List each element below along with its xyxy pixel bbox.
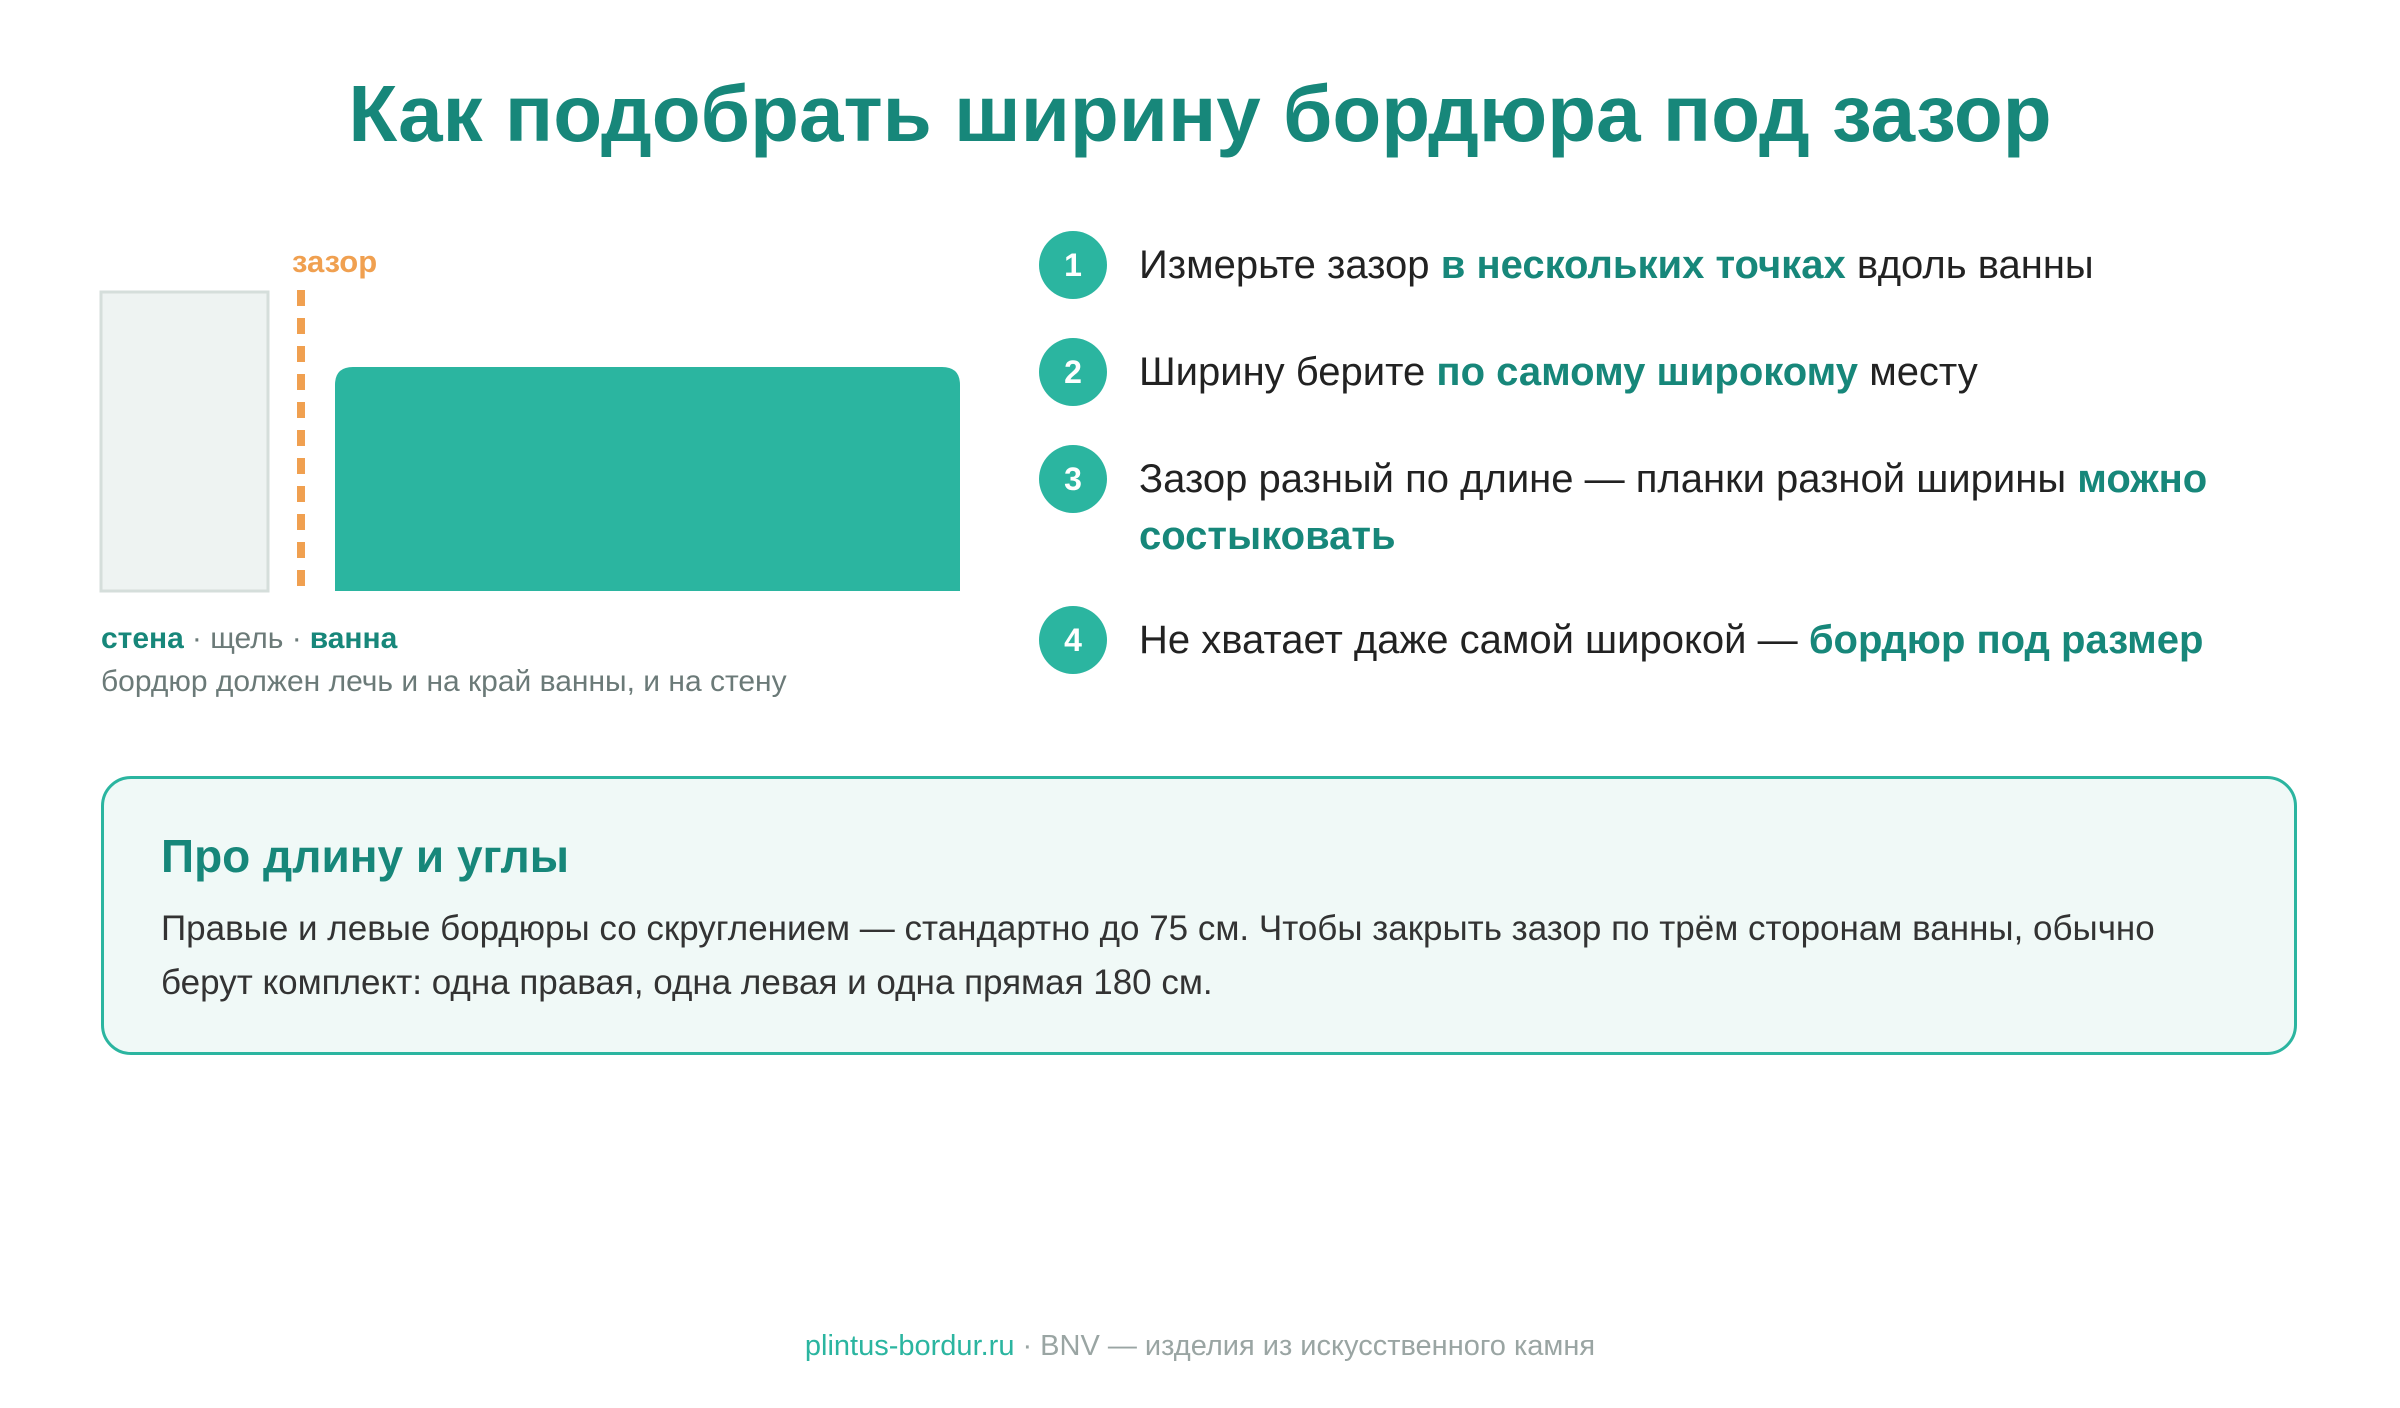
label: стена (101, 622, 184, 655)
footer-site: plintus-bordur.ru (804, 1330, 1015, 1362)
diagram (99, 290, 960, 593)
title: Как подобрать ширину бордюра под зазор (348, 69, 2052, 158)
gap-label: зазор (292, 244, 378, 279)
step-number: 4 (1039, 606, 1107, 674)
step-number: 2 (1039, 338, 1107, 406)
step-emph: можно состыковать (1139, 457, 2208, 558)
footer-text: · BNV — изделия из искусственного камня (1022, 1330, 1596, 1362)
note-text: Правые и левые бордюры со скруглением — … (161, 909, 2155, 1002)
step-after: вдоль ванны (1856, 243, 2094, 287)
bathtub (335, 367, 960, 591)
step-text: Не хватает даже самой широкой — бордюр по… (1139, 612, 2319, 669)
step-number: 1 (1039, 231, 1107, 299)
label: · щель · (191, 622, 302, 655)
step-text: Зазор разный по длине — планки разной ши… (1139, 451, 2319, 565)
note-title: Про длину и углы (161, 830, 570, 882)
footer: plintus-bordur.ru · BNV — изделия из иску… (0, 1330, 2400, 1363)
wall (99, 290, 270, 593)
step-after: месту (1869, 350, 1978, 394)
step-before: Не хватает даже самой широкой — (1139, 618, 1798, 662)
step-before: Зазор разный по длине — планки разной ши… (1139, 457, 2067, 501)
step-before: Ширину берите (1139, 350, 1426, 394)
step-text: Измерьте зазор в нескольких точках вдоль в… (1139, 237, 2319, 294)
step-number: 3 (1039, 445, 1107, 513)
step-emph: бордюр под размер (1808, 618, 2204, 662)
label: ванна (309, 622, 398, 655)
step-text: Ширину берите по самому широкому месту (1139, 344, 2319, 401)
diagram-labels: стена · щель · ванна (101, 622, 405, 656)
note-box: Про длину и углы Правые и левые бордюры … (101, 776, 2297, 1055)
step-emph: по самому широкому (1436, 350, 1858, 394)
caption: бордюр должен лечь и на край ванны, и на… (101, 665, 787, 698)
step-emph: в нескольких точках (1440, 243, 1846, 287)
step-before: Измерьте зазор (1139, 243, 1430, 287)
